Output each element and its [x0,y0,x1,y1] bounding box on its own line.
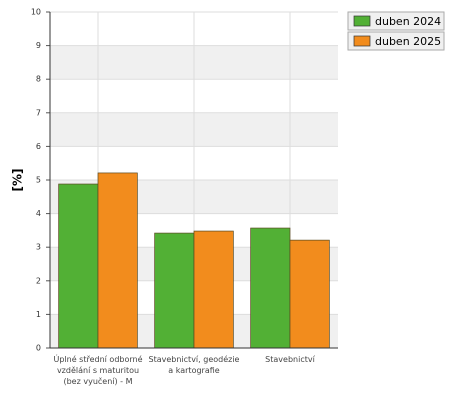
x-tick-label: Stavebnictví, geodézie a kartografie [148,355,240,375]
y-tick-label: 9 [36,41,41,50]
bar [289,239,330,349]
y-tick-label: 6 [36,142,41,151]
legend-swatch [353,15,371,27]
y-tick-label: 8 [36,75,41,84]
bar [250,227,291,349]
bar [97,172,138,349]
legend-box [347,31,445,51]
x-tick-label: Stavebnictví [265,355,315,364]
legend-label: duben 2024 [375,15,441,28]
y-tick-label: 10 [31,8,41,17]
y-axis-label: [%] [11,169,25,192]
bar [193,230,234,349]
x-tick-label: Úplné střední odborné vzdělání s maturit… [53,355,143,386]
bar [58,183,99,349]
legend-box [347,11,445,31]
y-tick-label: 5 [36,176,41,185]
legend-swatch [353,35,371,47]
y-tick-label: 3 [36,243,41,252]
bar [154,232,195,349]
legend-label: duben 2025 [375,35,441,48]
y-tick-label: 1 [36,310,41,319]
y-tick-label: 2 [36,276,41,285]
y-tick-label: 7 [36,108,41,117]
y-tick-label: 0 [36,344,41,353]
y-tick-label: 4 [36,209,41,218]
